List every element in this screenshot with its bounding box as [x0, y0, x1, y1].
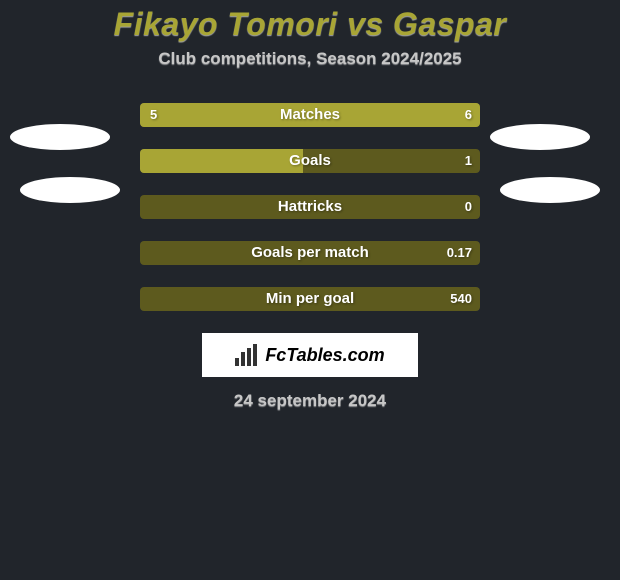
stat-value-right: 1 [465, 149, 472, 173]
player-badge-right [500, 177, 600, 203]
stat-row: Min per goal540 [0, 287, 620, 311]
stat-row: Goals per match0.17 [0, 241, 620, 265]
player-badge-right [490, 124, 590, 150]
stat-label: Goals [140, 149, 480, 173]
stat-label: Hattricks [140, 195, 480, 219]
stat-row: Goals1 [0, 149, 620, 173]
stat-value-left: 5 [150, 103, 157, 127]
brand-text: FcTables.com [265, 345, 384, 366]
stat-label: Goals per match [140, 241, 480, 265]
page-root: Fikayo Tomori vs Gaspar Club competition… [0, 0, 620, 580]
chart-bars-icon [235, 344, 259, 366]
stat-value-right: 6 [465, 103, 472, 127]
stat-label: Matches [140, 103, 480, 127]
brand-logo[interactable]: FcTables.com [202, 333, 418, 377]
player-badge-left [20, 177, 120, 203]
player-badge-left [10, 124, 110, 150]
stat-value-right: 0 [465, 195, 472, 219]
stat-label: Min per goal [140, 287, 480, 311]
date-text: 24 september 2024 [0, 391, 620, 411]
stat-value-right: 540 [450, 287, 472, 311]
page-subtitle: Club competitions, Season 2024/2025 [0, 49, 620, 69]
stat-value-right: 0.17 [447, 241, 472, 265]
page-title: Fikayo Tomori vs Gaspar [0, 0, 620, 43]
